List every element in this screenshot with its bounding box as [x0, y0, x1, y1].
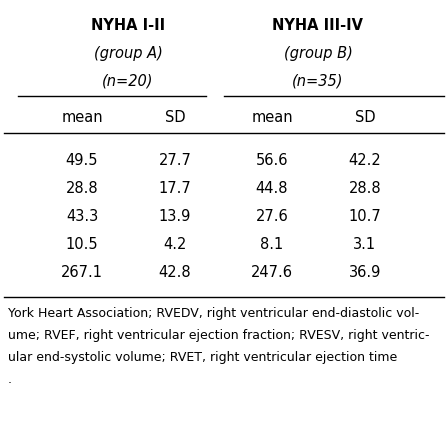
Text: 4.2: 4.2	[164, 237, 187, 252]
Text: (group B): (group B)	[284, 46, 353, 61]
Text: 27.6: 27.6	[256, 209, 289, 224]
Text: 44.8: 44.8	[256, 181, 288, 196]
Text: 10.5: 10.5	[66, 237, 98, 252]
Text: 43.3: 43.3	[66, 209, 98, 224]
Text: 247.6: 247.6	[251, 265, 293, 280]
Text: SD: SD	[165, 110, 185, 125]
Text: (n=35): (n=35)	[292, 74, 344, 89]
Text: ular end-systolic volume; RVET, right ventricular ejection time: ular end-systolic volume; RVET, right ve…	[8, 351, 397, 364]
Text: NYHA I-II: NYHA I-II	[91, 18, 165, 33]
Text: 10.7: 10.7	[349, 209, 381, 224]
Text: 56.6: 56.6	[256, 153, 288, 168]
Text: .: .	[8, 373, 12, 386]
Text: 42.8: 42.8	[159, 265, 191, 280]
Text: (n=20): (n=20)	[102, 74, 154, 89]
Text: 27.7: 27.7	[159, 153, 191, 168]
Text: 42.2: 42.2	[349, 153, 381, 168]
Text: York Heart Association; RVEDV, right ventricular end-diastolic vol-: York Heart Association; RVEDV, right ven…	[8, 307, 419, 320]
Text: 8.1: 8.1	[260, 237, 284, 252]
Text: ume; RVEF, right ventricular ejection fraction; RVESV, right ventric-: ume; RVEF, right ventricular ejection fr…	[8, 329, 430, 342]
Text: 36.9: 36.9	[349, 265, 381, 280]
Text: mean: mean	[61, 110, 103, 125]
Text: SD: SD	[355, 110, 375, 125]
Text: 28.8: 28.8	[349, 181, 381, 196]
Text: (group A): (group A)	[94, 46, 163, 61]
Text: 17.7: 17.7	[159, 181, 191, 196]
Text: 267.1: 267.1	[61, 265, 103, 280]
Text: 13.9: 13.9	[159, 209, 191, 224]
Text: 3.1: 3.1	[353, 237, 377, 252]
Text: 49.5: 49.5	[66, 153, 98, 168]
Text: mean: mean	[251, 110, 293, 125]
Text: 28.8: 28.8	[66, 181, 98, 196]
Text: NYHA III-IV: NYHA III-IV	[272, 18, 363, 33]
